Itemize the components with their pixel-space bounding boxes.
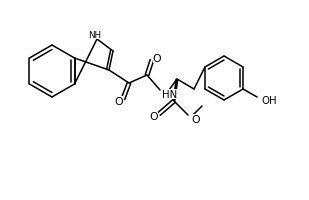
Text: O: O [153,54,161,64]
Text: OH: OH [261,96,277,105]
Text: NH: NH [88,30,102,39]
Text: O: O [115,97,123,106]
Text: O: O [191,114,200,124]
Text: O: O [150,111,158,121]
Text: HN: HN [162,90,177,100]
